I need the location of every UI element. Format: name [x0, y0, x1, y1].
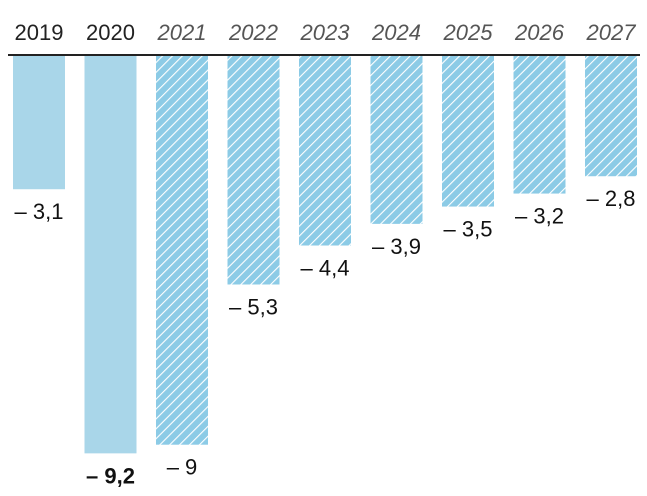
value-label-2019: – 3,1 — [15, 199, 64, 224]
year-labels: 2019 2020 2021 2022 2023 2024 2025 2026 2027 — [15, 20, 637, 45]
bar-2021 — [156, 55, 208, 445]
bar-2019 — [13, 55, 65, 190]
bar-2022 — [227, 55, 280, 285]
value-label-2025: – 3,5 — [444, 217, 493, 242]
bar-2020 — [84, 55, 137, 454]
year-label-2023: 2023 — [300, 20, 351, 45]
bar-2026 — [513, 55, 566, 194]
year-label-2021: 2021 — [157, 20, 207, 45]
value-label-2020: – 9,2 — [86, 463, 135, 488]
bar-2024 — [370, 55, 423, 224]
value-label-2024: – 3,9 — [372, 234, 421, 259]
year-label-2019: 2019 — [15, 20, 64, 45]
year-label-2024: 2024 — [371, 20, 421, 45]
value-label-2027: – 2,8 — [587, 186, 636, 211]
value-label-2021: – 9 — [167, 455, 198, 480]
year-label-2020: 2020 — [86, 20, 135, 45]
year-label-2026: 2026 — [514, 20, 565, 45]
bar-2023 — [299, 55, 351, 246]
value-label-2022: – 5,3 — [229, 294, 278, 319]
value-label-2026: – 3,2 — [515, 204, 564, 229]
value-labels: – 3,1 – 9,2 – 9 – 5,3 – 4,4 – 3,9 – 3,5 – 3,2 – … — [15, 186, 636, 488]
bars-group — [13, 55, 637, 454]
value-label-2023: – 4,4 — [301, 256, 350, 281]
year-label-2022: 2022 — [228, 20, 278, 45]
bar-2025 — [442, 55, 494, 207]
year-label-2027: 2027 — [586, 20, 637, 45]
year-label-2025: 2025 — [443, 20, 494, 45]
bar-2027 — [585, 55, 637, 177]
